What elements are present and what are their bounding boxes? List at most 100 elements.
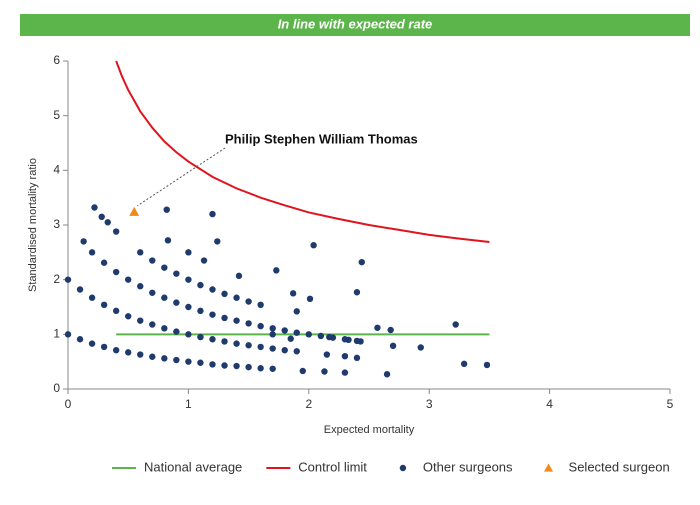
point [214,238,221,245]
point [245,320,252,327]
point [76,336,84,343]
point [353,354,361,362]
x-tick-label: 5 [667,397,674,411]
point [299,367,306,375]
legend-swatch [399,464,407,472]
point [197,281,204,289]
legend-label: National average [144,459,242,474]
point [64,276,72,283]
point [163,206,170,213]
point [281,327,288,334]
point [185,331,192,338]
point [257,365,264,372]
point [287,335,294,342]
point [88,340,96,347]
y-tick-label: 5 [53,108,60,122]
point [112,228,120,235]
point [245,342,252,349]
point [197,333,204,341]
legend-label: Selected surgeon [569,459,670,474]
point [149,289,156,296]
y-tick-label: 1 [53,327,60,341]
point [310,242,317,249]
point [293,308,300,315]
point [209,286,216,293]
point [326,333,333,341]
y-tick-label: 2 [53,272,60,286]
point [233,340,240,347]
point [317,332,325,340]
point [273,267,280,274]
point [104,219,111,226]
annotation: Philip Stephen William Thomas [225,131,418,146]
point [137,283,144,290]
point [161,264,168,271]
point [100,343,108,351]
point [235,272,243,280]
point [209,210,216,218]
point [245,363,252,371]
banner-text: In line with expected rate [278,16,433,31]
point [185,358,192,365]
point [269,365,276,372]
point [209,311,216,318]
point [221,338,228,345]
point [357,338,364,345]
point [125,349,132,356]
point [221,290,228,298]
point [197,359,204,366]
y-tick-label: 4 [53,163,60,177]
legend-swatch [544,463,554,472]
point [185,276,192,283]
y-tick-label: 0 [53,381,60,395]
point [137,249,144,256]
point [417,344,424,351]
point [293,348,300,355]
point [112,268,120,276]
point [100,301,108,309]
point [161,355,168,362]
point [460,360,468,368]
point [98,213,105,220]
point [185,303,192,311]
annotation-leader [136,147,226,207]
point [269,345,276,352]
point [221,314,228,322]
point [345,336,352,343]
point [209,336,216,343]
point [383,371,391,378]
banner [20,14,690,36]
point [80,238,87,245]
x-axis-label: Expected mortality [324,424,415,436]
y-tick-label: 6 [53,53,60,67]
point [233,317,240,324]
point [88,294,96,301]
point [125,313,132,320]
x-tick-label: 3 [426,397,433,411]
point [185,249,192,256]
point [161,325,168,332]
point [112,346,120,354]
point [173,299,180,306]
y-axis-label: Standardised mortality ratio [27,158,39,292]
x-tick-label: 4 [546,397,553,411]
point [197,307,204,315]
point [389,342,397,350]
point [164,237,172,244]
point [100,259,108,266]
point [289,290,297,297]
selected-point [129,206,140,216]
point [452,321,459,328]
point [200,257,208,264]
point [374,324,381,331]
point [173,270,180,277]
point [149,321,156,328]
y-tick-label: 3 [53,217,60,231]
point [353,289,361,296]
point [257,301,264,309]
legend-label: Other surgeons [423,459,513,474]
point [137,351,144,358]
point [483,361,491,369]
point [161,294,168,301]
